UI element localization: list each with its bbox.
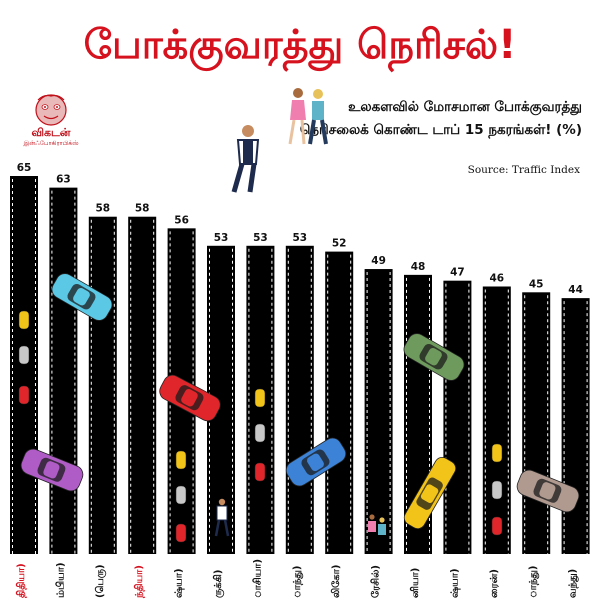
walking-couple-icon bbox=[288, 88, 328, 145]
cyan-car-icon bbox=[51, 273, 113, 321]
bar-1 bbox=[49, 187, 78, 554]
category-label-7: ாந்து) bbox=[292, 565, 303, 598]
bar-8 bbox=[325, 251, 354, 554]
logo-tagline: இன்ஃபோகிராபிக்ஸ் bbox=[23, 140, 79, 147]
red-car-icon bbox=[159, 374, 221, 422]
value-label-11: 47 bbox=[450, 267, 465, 279]
bar-9 bbox=[364, 269, 393, 554]
category-label-9: ரேசில்) bbox=[370, 565, 382, 598]
category-label-5: ருக்கி) bbox=[212, 570, 224, 598]
pedestrian-body-icon bbox=[216, 505, 228, 521]
category-label-2: (பெரு) bbox=[94, 564, 106, 598]
value-label-6: 53 bbox=[253, 232, 268, 244]
beige-car-icon bbox=[516, 469, 580, 513]
bar-13 bbox=[522, 292, 551, 554]
small-yellow-car-icon bbox=[18, 310, 30, 330]
small-grey-car-icon-4 bbox=[491, 480, 503, 500]
small-grey-car-icon bbox=[18, 345, 30, 365]
chart-subtitle: உலகளவில் மோசமான போக்குவரத்து நெரிசலைக் க… bbox=[299, 99, 582, 138]
chart-source: Source: Traffic Index bbox=[467, 164, 580, 176]
couple-body-icon-2 bbox=[378, 524, 386, 535]
small-yellow-car-icon-2 bbox=[175, 450, 187, 470]
bar-0 bbox=[10, 176, 38, 554]
bar-7 bbox=[285, 245, 314, 555]
pedestrian-leg-icon-2 bbox=[223, 519, 230, 537]
category-label-10: னியா) bbox=[409, 568, 421, 598]
small-yellow-car-icon-4 bbox=[491, 443, 503, 463]
bar-3 bbox=[128, 216, 157, 554]
value-label-7: 53 bbox=[292, 232, 307, 244]
category-label-1: ம்பியா) bbox=[54, 562, 66, 598]
purple-car-icon bbox=[20, 448, 84, 492]
vikatan-logo: விகடன் இன்ஃபோகிராபிக்ஸ் bbox=[14, 92, 88, 148]
walking-man-icon bbox=[231, 125, 260, 193]
logo-brand: விகடன் bbox=[31, 126, 71, 139]
bar-11 bbox=[443, 280, 472, 554]
value-label-13: 45 bbox=[529, 278, 544, 290]
category-label-8: லிகோ) bbox=[330, 565, 342, 598]
small-yellow-car-icon-3 bbox=[254, 388, 266, 408]
couple-head-icon-2 bbox=[379, 517, 385, 523]
value-label-3: 58 bbox=[135, 203, 150, 215]
bar-2 bbox=[88, 216, 117, 554]
category-label-14: வந்து) bbox=[568, 569, 579, 598]
small-red-car-icon-3 bbox=[254, 462, 266, 482]
mascot-face-icon bbox=[35, 94, 67, 126]
small-grey-car-icon-2 bbox=[175, 485, 187, 505]
pedestrian-head-icon bbox=[218, 498, 226, 506]
category-label-6: ாசியா) bbox=[251, 559, 263, 598]
value-label-4: 56 bbox=[174, 214, 189, 226]
category-label-13: ாந்து) bbox=[528, 565, 539, 598]
category-label-12: ரைன்) bbox=[489, 569, 500, 598]
value-label-9: 49 bbox=[371, 255, 386, 267]
value-label-2: 58 bbox=[95, 203, 110, 215]
category-label-3: ந்தியா) bbox=[133, 565, 145, 599]
bar-14 bbox=[561, 298, 590, 554]
value-label-0: 65 bbox=[17, 162, 32, 174]
value-label-8: 52 bbox=[332, 238, 347, 250]
value-label-14: 44 bbox=[568, 284, 583, 296]
page-title: போக்குவரத்து நெரிசல்! bbox=[83, 22, 517, 68]
couple-body-icon bbox=[368, 521, 376, 532]
small-grey-car-icon-3 bbox=[254, 423, 266, 443]
blue-car-icon bbox=[285, 437, 347, 487]
green-car-icon bbox=[403, 333, 465, 381]
pedestrian-leg-icon bbox=[214, 519, 221, 537]
small-red-car-icon-4 bbox=[491, 516, 503, 536]
category-label-4: ஷ்யா) bbox=[174, 568, 185, 598]
couple-head-icon bbox=[369, 514, 375, 520]
small-red-car-icon-2 bbox=[175, 523, 187, 543]
yellow-bus-icon bbox=[403, 457, 457, 529]
value-label-10: 48 bbox=[411, 261, 426, 273]
category-label-0: திதியா) bbox=[15, 563, 27, 598]
value-label-12: 46 bbox=[489, 272, 504, 284]
bar-12 bbox=[482, 286, 511, 554]
value-label-5: 53 bbox=[214, 232, 229, 244]
value-label-1: 63 bbox=[56, 174, 71, 186]
category-label-11: ஷ்யா) bbox=[449, 568, 460, 598]
small-red-car-icon bbox=[18, 385, 30, 405]
